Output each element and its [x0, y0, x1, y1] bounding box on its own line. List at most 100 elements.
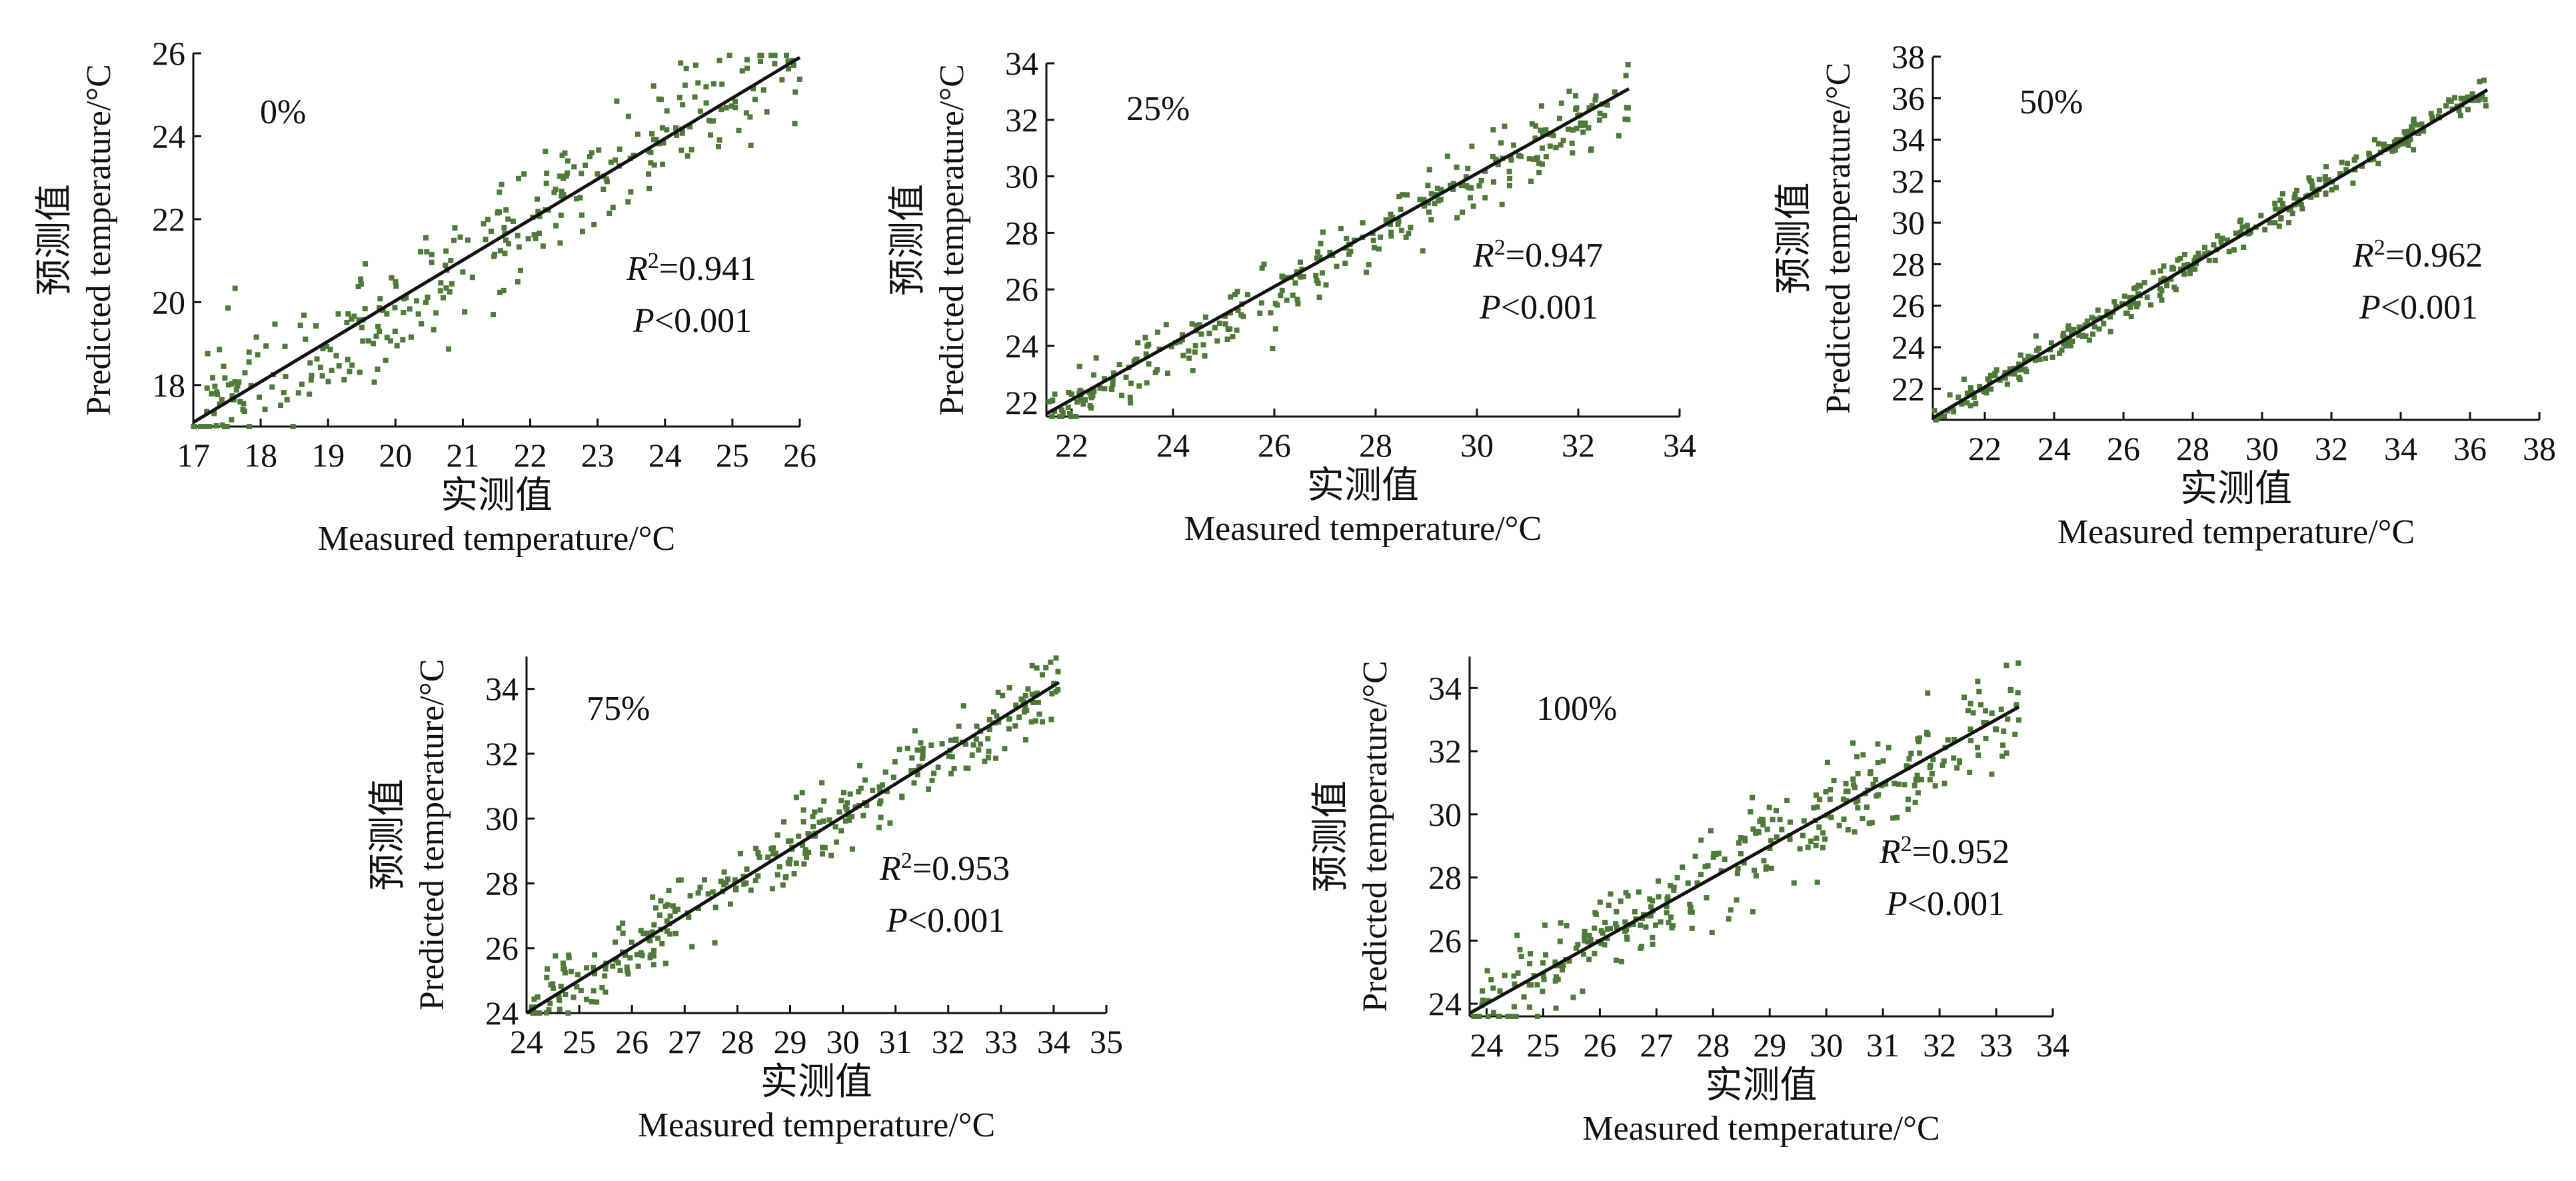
- scatter-point: [617, 968, 623, 974]
- scatter-point: [1841, 816, 1847, 822]
- scatter-point: [2175, 257, 2181, 263]
- scatter-point: [1726, 916, 1732, 922]
- scatter-point: [2429, 115, 2435, 121]
- scatter-point: [591, 221, 597, 227]
- scatter-point: [1767, 845, 1773, 851]
- scatter-point: [1508, 157, 1514, 163]
- scatter-point: [792, 121, 798, 127]
- scatter-point: [446, 346, 452, 352]
- scatter-point: [2005, 716, 2011, 722]
- y-tick-label: 22: [1005, 384, 1038, 421]
- scatter-point: [832, 824, 838, 830]
- scatter-point: [246, 424, 252, 429]
- scatter-point: [1702, 864, 1708, 870]
- scatter-point: [281, 390, 287, 396]
- scatter-point: [344, 319, 350, 325]
- scatter-point: [1753, 873, 1759, 879]
- scatter-point: [1497, 988, 1503, 994]
- scatter-point: [844, 800, 850, 806]
- r-squared-text: R2=0.962: [2352, 235, 2483, 275]
- x-tick-label: 30: [826, 1023, 860, 1060]
- y-tick-label: 32: [485, 735, 519, 772]
- scatter-point: [1066, 389, 1072, 395]
- scatter-point: [1528, 982, 1534, 988]
- scatter-point: [2277, 207, 2283, 213]
- x-tick-label: 22: [1055, 427, 1088, 464]
- scatter-point: [1854, 754, 1860, 760]
- scatter-point: [1463, 174, 1469, 180]
- scatter-point: [347, 369, 353, 375]
- scatter-point: [904, 745, 910, 751]
- scatter-point: [757, 59, 763, 65]
- scatter-point: [1951, 755, 1957, 761]
- p-symbol: P: [886, 902, 908, 940]
- x-tick-label: 24: [510, 1023, 543, 1060]
- r-squared-value: =0.941: [659, 250, 756, 288]
- scatter-point: [1426, 209, 1432, 215]
- scatter-point: [531, 232, 537, 238]
- x-tick-label: 30: [1810, 1026, 1843, 1064]
- scatter-point: [819, 780, 825, 786]
- scatter-point: [1216, 321, 1222, 327]
- scatter-point: [1625, 893, 1631, 899]
- scatter-point: [2337, 171, 2343, 177]
- scatter-point: [1102, 376, 1108, 382]
- scatter-point: [976, 747, 982, 753]
- scatter-point: [786, 861, 792, 867]
- r-exponent: 2: [648, 249, 659, 273]
- scatter-point: [1914, 772, 1920, 778]
- scatter-point: [1144, 343, 1150, 349]
- scatter-point: [533, 235, 539, 241]
- y-axis-label-en: Predicted temperature/°C: [1356, 660, 1394, 1012]
- y-tick-label: 28: [1005, 214, 1038, 251]
- scatter-point: [1800, 832, 1806, 838]
- scatter-point: [1925, 690, 1931, 696]
- scatter-point: [1468, 185, 1474, 191]
- scatter-point: [1323, 282, 1329, 288]
- scatter-point: [785, 838, 791, 844]
- scatter-point: [557, 173, 563, 179]
- scatter-point: [1967, 726, 1973, 732]
- scatter-point: [664, 127, 670, 133]
- scatter-point: [556, 994, 562, 1000]
- scatter-point: [820, 844, 826, 850]
- scatter-point: [753, 845, 759, 851]
- scatter-point: [1526, 156, 1532, 162]
- scatter-point: [1614, 908, 1620, 914]
- scatter-point: [563, 173, 569, 179]
- scatter-point: [1110, 370, 1116, 376]
- scatter-point: [985, 736, 991, 742]
- scatter-point: [2123, 310, 2129, 316]
- scatter-point: [1586, 932, 1592, 938]
- scatter-point: [537, 231, 543, 237]
- scatter-point: [380, 307, 386, 313]
- scatter-point: [1692, 853, 1698, 859]
- scatter-point: [327, 347, 333, 353]
- scatter-point: [1073, 414, 1079, 419]
- scatter-point: [1050, 397, 1056, 403]
- y-tick-label: 28: [1892, 245, 1925, 283]
- scatter-point: [682, 82, 688, 88]
- scatter-point: [2083, 333, 2089, 339]
- scatter-point: [896, 746, 902, 752]
- p-value: <0.001: [654, 302, 752, 340]
- scatter-point: [1886, 744, 1892, 750]
- scatter-point: [530, 1010, 536, 1016]
- scatter-point: [756, 854, 762, 860]
- scatter-point: [1820, 830, 1826, 836]
- scatter-point: [1177, 339, 1183, 345]
- scatter-point: [674, 906, 680, 912]
- scatter-point: [1753, 830, 1759, 836]
- scatter-point: [232, 285, 238, 291]
- scatter-point: [1779, 826, 1785, 832]
- x-tick-label: 24: [2037, 430, 2071, 467]
- scatter-point: [1485, 1014, 1491, 1019]
- scatter-point: [1941, 413, 1947, 419]
- scatter-point: [1787, 819, 1793, 825]
- scatter-point: [1346, 251, 1352, 257]
- scatter-point: [1508, 154, 1514, 160]
- scatter-point: [320, 346, 326, 352]
- scatter-point: [489, 229, 495, 235]
- scatter-point: [1186, 355, 1192, 361]
- scatter-point: [2465, 107, 2471, 113]
